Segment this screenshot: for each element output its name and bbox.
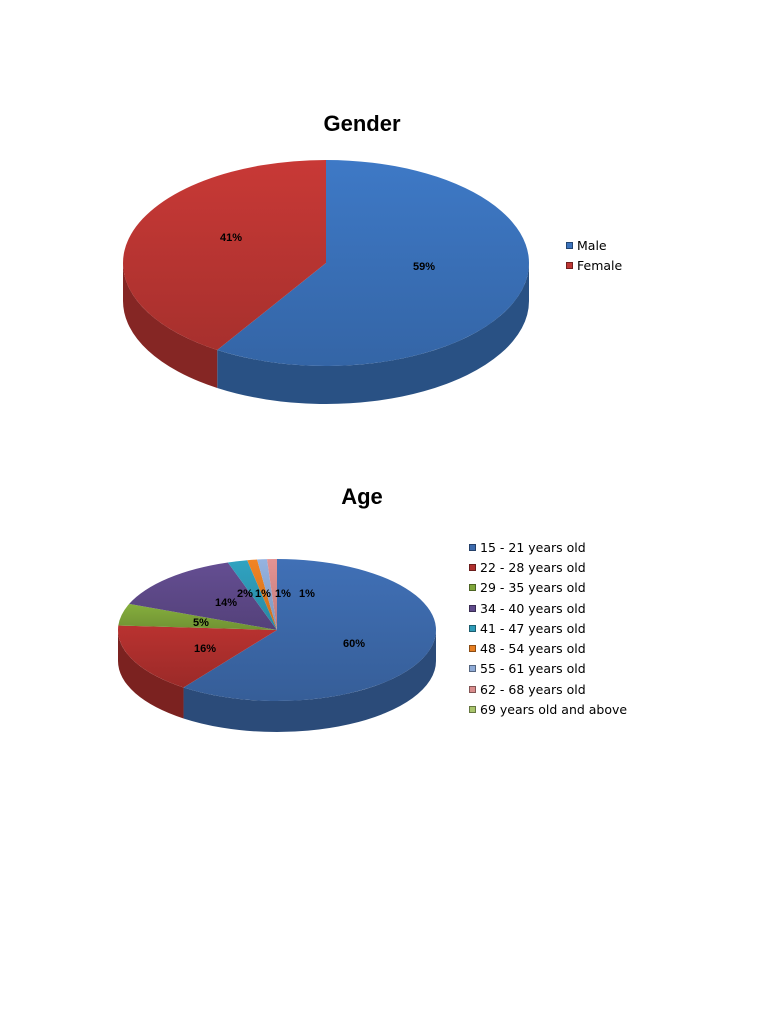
legend-swatch (469, 584, 476, 592)
legend-swatch (566, 241, 573, 249)
legend-label: 22 - 28 years old (480, 559, 586, 575)
legend-swatch (469, 543, 476, 551)
pie-side-22-28-years-old (118, 630, 184, 719)
legend-swatch (469, 563, 476, 571)
legend-swatch (469, 665, 476, 673)
legend-item-55-61-years-old: 55 - 61 years old (469, 659, 627, 679)
gender-legend: Male Female (566, 235, 622, 276)
legend-item-34-40-years-old: 34 - 40 years old (469, 598, 627, 618)
legend-label: 15 - 21 years old (480, 539, 586, 555)
legend-item-48-54-years-old: 48 - 54 years old (469, 638, 627, 658)
legend-label: 62 - 68 years old (480, 681, 586, 697)
legend-swatch (469, 685, 476, 693)
pie-side-15-21-years-old (183, 630, 436, 732)
legend-item-29-35-years-old: 29 - 35 years old (469, 578, 627, 598)
legend-swatch (469, 706, 476, 714)
pie-slice-male (217, 160, 529, 366)
pie-slice-41-47-years-old (227, 560, 277, 630)
pie-side-female (123, 263, 218, 388)
pie-slice-48-54-years-old (247, 559, 277, 630)
age-legend: 15 - 21 years old 22 - 28 years old 29 - 3… (469, 537, 627, 720)
legend-label: 29 - 35 years old (480, 580, 586, 596)
legend-swatch (566, 261, 573, 269)
slice-label-22-28-years-old: 16% (194, 643, 216, 655)
slice-label-62-68-years-old: 1% (299, 588, 315, 600)
age-chart-title: Age (341, 484, 383, 509)
slice-label-41-47-years-old: 2% (237, 588, 253, 600)
legend-swatch (469, 645, 476, 653)
legend-label: 55 - 61 years old (480, 661, 586, 677)
slice-label-29-35-years-old: 5% (193, 617, 209, 629)
legend-label: 48 - 54 years old (480, 641, 586, 657)
legend-item-male: Male (566, 235, 622, 255)
slice-label-34-40-years-old: 14% (215, 597, 237, 609)
pie-slice-55-61-years-old (257, 559, 277, 630)
legend-swatch (469, 604, 476, 612)
pie-slice-15-21-years-old (183, 559, 437, 702)
legend-item-22-28-years-old: 22 - 28 years old (469, 557, 627, 577)
slice-label-male: 59% (413, 261, 435, 273)
legend-item-69-years-old-and-above: 69 years old and above (469, 699, 627, 719)
legend-swatch (469, 624, 476, 632)
pie-slice-62-68-years-old (267, 559, 277, 630)
slice-label-15-21-years-old: 60% (343, 638, 365, 650)
legend-label: Female (577, 257, 623, 273)
legend-label: 34 - 40 years old (480, 600, 586, 616)
pie-slice-22-28-years-old (118, 625, 277, 688)
slice-label-48-54-years-old: 1% (255, 588, 271, 600)
legend-label: 69 years old and above (480, 702, 628, 718)
pie-slice-29-35-years-old (118, 603, 277, 630)
gender-chart-title: Gender (323, 111, 401, 136)
legend-label: Male (577, 237, 607, 253)
legend-item-female: Female (566, 255, 622, 275)
slice-label-female: 41% (220, 232, 242, 244)
legend-item-62-68-years-old: 62 - 68 years old (469, 679, 627, 699)
slice-label-55-61-years-old: 1% (275, 588, 291, 600)
pie-slice-34-40-years-old (129, 562, 277, 630)
legend-item-41-47-years-old: 41 - 47 years old (469, 618, 627, 638)
pie-slice-female (123, 160, 326, 350)
legend-label: 41 - 47 years old (480, 620, 586, 636)
pie-side-male (217, 263, 529, 404)
legend-item-15-21-years-old: 15 - 21 years old (469, 537, 627, 557)
